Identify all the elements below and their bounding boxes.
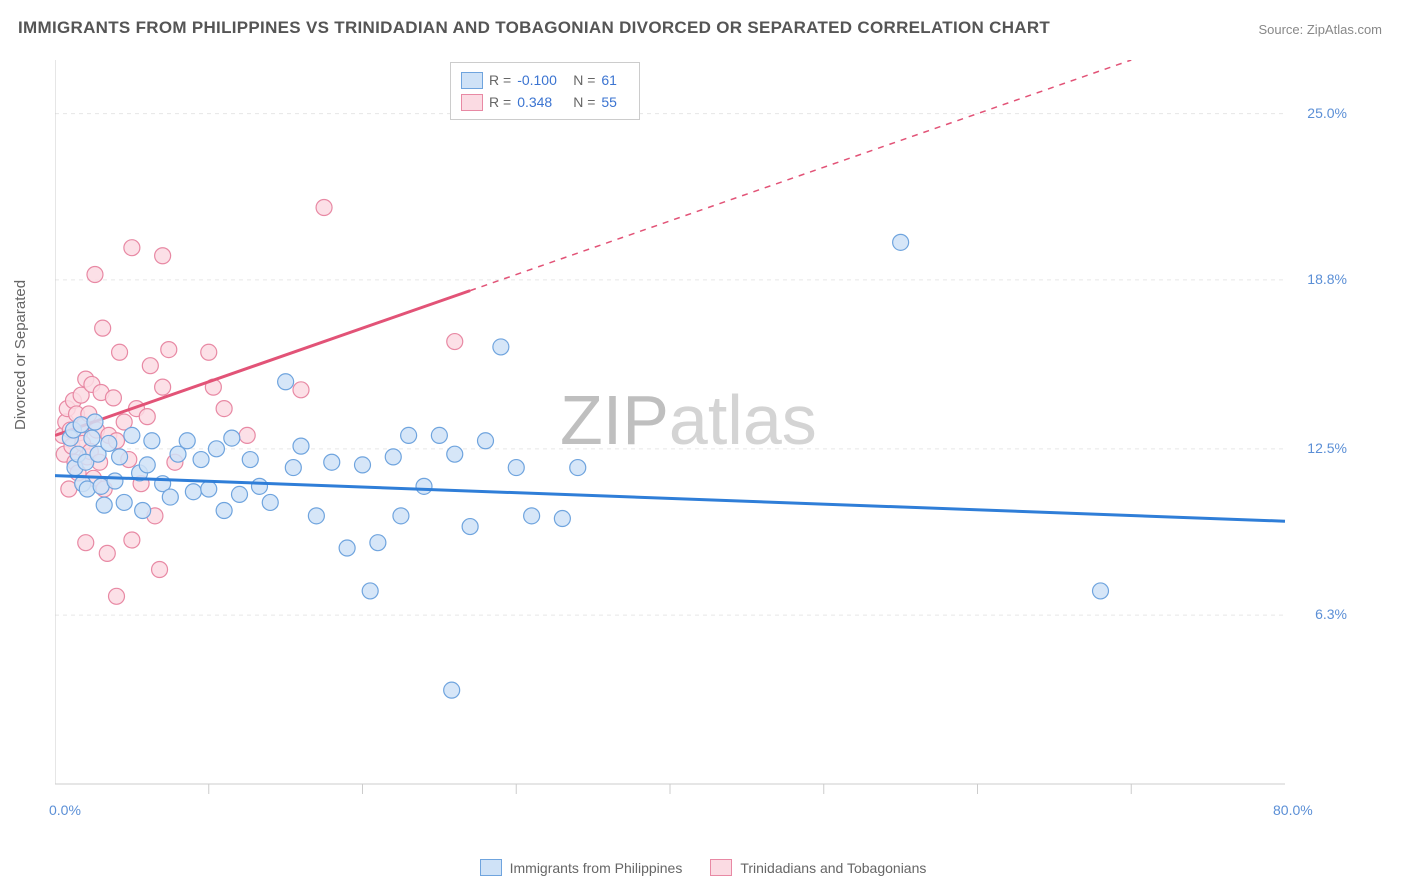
stat-legend-row-blue: R = -0.100 N = 61 [461,69,629,91]
y-tick-label: 18.8% [1287,271,1347,287]
r-label: R = [489,91,511,113]
x-tick-label: 80.0% [1273,802,1313,818]
y-axis-label: Divorced or Separated [12,280,29,430]
legend-item-pink: Trinidadians and Tobagonians [710,859,926,876]
legend-item-blue: Immigrants from Philippines [480,859,683,876]
r-value-pink: 0.348 [517,91,567,113]
swatch-pink [461,94,483,111]
r-value-blue: -0.100 [517,69,567,91]
n-label: N = [573,69,595,91]
swatch-blue [480,859,502,876]
legend-text-pink: Trinidadians and Tobagonians [740,860,926,876]
swatch-pink [710,859,732,876]
n-value-blue: 61 [601,69,629,91]
x-tick-label: 0.0% [49,802,81,818]
y-tick-label: 6.3% [1287,606,1347,622]
source-attribution: Source: ZipAtlas.com [1258,22,1382,37]
n-value-pink: 55 [601,91,629,113]
chart-container: { "title": "IMMIGRANTS FROM PHILIPPINES … [0,0,1406,892]
stat-legend-row-pink: R = 0.348 N = 55 [461,91,629,113]
swatch-blue [461,72,483,89]
legend-text-blue: Immigrants from Philippines [510,860,683,876]
y-tick-label: 12.5% [1287,440,1347,456]
scatter-plot [55,60,1345,820]
y-tick-label: 25.0% [1287,105,1347,121]
stat-legend: R = -0.100 N = 61 R = 0.348 N = 55 [450,62,640,120]
bottom-legend: Immigrants from Philippines Trinidadians… [0,859,1406,876]
chart-title: IMMIGRANTS FROM PHILIPPINES VS TRINIDADI… [18,18,1050,38]
n-label: N = [573,91,595,113]
r-label: R = [489,69,511,91]
